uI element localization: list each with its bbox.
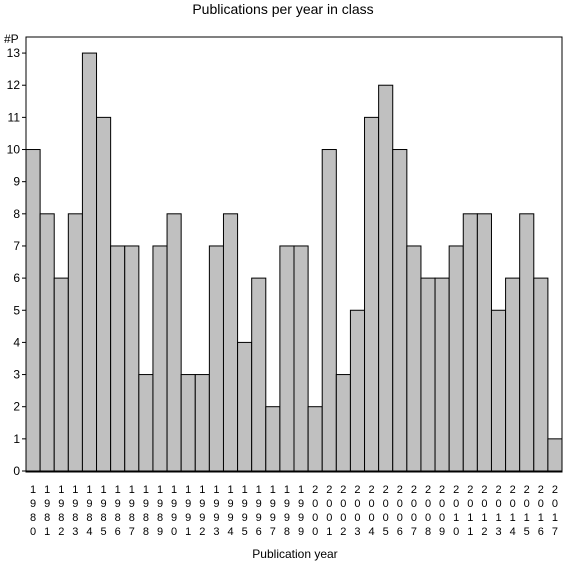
bar-1992 xyxy=(194,374,210,472)
bar-1994 xyxy=(222,213,239,472)
y-tick-label: 13 xyxy=(7,46,21,60)
bar-1985 xyxy=(96,116,112,472)
bar-1998 xyxy=(279,245,295,472)
bar-2011 xyxy=(462,213,478,472)
y-axis-label: #P xyxy=(4,32,19,46)
bar-2003 xyxy=(349,309,366,472)
chart-title: Publications per year in class xyxy=(192,1,373,17)
y-tick-label: 7 xyxy=(13,239,20,253)
bar-2010 xyxy=(448,245,464,472)
y-tick-label: 6 xyxy=(13,271,20,285)
y-tick-label: 5 xyxy=(13,303,20,317)
y-tick-label: 8 xyxy=(13,207,20,221)
bar-2016 xyxy=(533,277,549,472)
bar-1990 xyxy=(166,213,182,472)
bar-2000 xyxy=(307,406,323,472)
x-axis-label: Publication year xyxy=(252,547,337,561)
bar-1980 xyxy=(25,149,41,472)
bar-2001 xyxy=(321,149,337,472)
bar-2005 xyxy=(378,84,394,472)
bar-1996 xyxy=(251,277,267,472)
bar-2002 xyxy=(335,374,351,472)
bar-2014 xyxy=(505,277,521,472)
bar-1986 xyxy=(110,245,126,472)
bar-1991 xyxy=(180,374,196,472)
bar-2009 xyxy=(434,277,450,472)
bar-1993 xyxy=(208,245,224,472)
x-axis-ticks: 1 9 8 0 1 9 8 1 1 9 8 2 1 9 8 3 1 9 8 4 1 9 8 5 1 9 8 6 1 9 8 7 1 9 8 8 1 9 8 9… xyxy=(30,484,558,538)
bar-1983 xyxy=(67,213,83,472)
bar-2017 xyxy=(547,438,563,472)
bar-2008 xyxy=(420,277,436,472)
bar-2004 xyxy=(364,116,380,472)
bar-1988 xyxy=(138,374,154,472)
y-tick-label: 10 xyxy=(7,143,21,157)
bar-1982 xyxy=(53,277,69,472)
bar-2013 xyxy=(490,309,507,472)
y-tick-label: 2 xyxy=(13,400,20,414)
plot-frame xyxy=(25,36,563,473)
bar-2007 xyxy=(406,245,422,472)
y-tick-label: 0 xyxy=(13,464,20,478)
plot-area xyxy=(25,52,563,472)
bar-2006 xyxy=(392,149,408,472)
bar-2015 xyxy=(519,213,535,472)
y-tick-label: 1 xyxy=(13,432,20,446)
y-tick-label: 11 xyxy=(8,110,21,124)
y-tick-label: 9 xyxy=(13,175,20,189)
bar-1997 xyxy=(265,406,281,472)
bar-1981 xyxy=(39,213,55,472)
bar-1987 xyxy=(124,245,140,472)
y-tick-label: 12 xyxy=(7,78,21,92)
bar-1989 xyxy=(152,245,168,472)
y-tick-label: 4 xyxy=(13,335,20,349)
bar-1999 xyxy=(293,245,309,472)
bar-1995 xyxy=(237,341,253,472)
bar-2012 xyxy=(476,213,492,472)
bar-1984 xyxy=(81,52,98,472)
y-tick-label: 3 xyxy=(13,368,20,382)
